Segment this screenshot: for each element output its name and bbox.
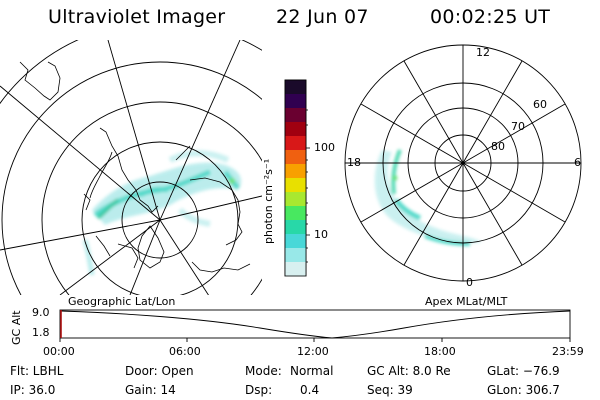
colorbar-band [285, 150, 306, 165]
colorbar-band [285, 136, 306, 151]
colorbar-gradient [285, 80, 306, 277]
info-gcalt: GC Alt: 8.0 Re [367, 364, 451, 378]
geo-map-caption: Geographic Lat/Lon [68, 295, 176, 308]
info-mode-value: Normal [290, 364, 334, 378]
colorbar [284, 79, 310, 277]
info-door: Door: Open [125, 364, 194, 378]
time-label: 00:02:25 UT [430, 6, 551, 28]
colorbar-tick-10: 10 [314, 228, 328, 241]
colorbar-band [285, 178, 306, 193]
colorbar-band [285, 248, 306, 263]
x-tick-1800: 18:00 [424, 345, 456, 358]
coastline [19, 61, 251, 273]
app-title: Ultraviolet Imager [48, 6, 226, 28]
info-dsp-label: Dsp: [245, 383, 273, 397]
x-tick-0600: 06:00 [169, 345, 201, 358]
apex-map-caption: Apex MLat/MLT [425, 295, 508, 308]
x-tick-2359: 23:59 [552, 345, 584, 358]
mlat-label-80: 80 [491, 140, 505, 153]
gc-alt-plot [59, 309, 571, 342]
x-tick-1200: 12:00 [297, 345, 329, 358]
aurora-emission-right [374, 149, 482, 246]
gc-ymin-label: 1.8 [32, 326, 50, 339]
mlt-label-6: 6 [574, 156, 581, 169]
colorbar-band [285, 80, 306, 95]
mlt-label-12: 12 [476, 46, 490, 59]
x-tick-0000: 00:00 [43, 345, 75, 358]
info-dsp-value: 0.4 [300, 383, 320, 397]
colorbar-band [285, 234, 306, 249]
colorbar-label: photon cm⁻²s⁻¹ [262, 158, 275, 244]
mlt-label-0: 0 [466, 276, 473, 289]
date-label: 22 Jun 07 [276, 6, 369, 28]
info-glon: GLon: 306.7 [487, 383, 560, 397]
colorbar-band [285, 192, 306, 207]
apex-map [344, 44, 582, 282]
colorbar-band [285, 262, 306, 277]
colorbar-band [285, 206, 306, 221]
info-gain: Gain: 14 [125, 383, 176, 397]
colorbar-band [285, 94, 306, 109]
gc-ymax-label: 9.0 [32, 306, 50, 319]
mlat-label-70: 70 [511, 120, 525, 133]
info-seq: Seq: 39 [367, 383, 413, 397]
gc-alt-ylabel: GC Alt [10, 310, 23, 345]
info-mode-label: Mode: [245, 364, 282, 378]
geographic-map [0, 40, 262, 295]
info-ip: IP: 36.0 [10, 383, 56, 397]
colorbar-band [285, 108, 306, 123]
info-glat: GLat: −76.9 [487, 364, 560, 378]
mlt-label-18: 18 [347, 156, 361, 169]
colorbar-tick-100: 100 [314, 141, 335, 154]
colorbar-band [285, 164, 306, 179]
colorbar-band [285, 220, 306, 235]
info-flt: Flt: LBHL [10, 364, 64, 378]
colorbar-band [285, 122, 306, 137]
mlat-label-60: 60 [533, 98, 547, 111]
